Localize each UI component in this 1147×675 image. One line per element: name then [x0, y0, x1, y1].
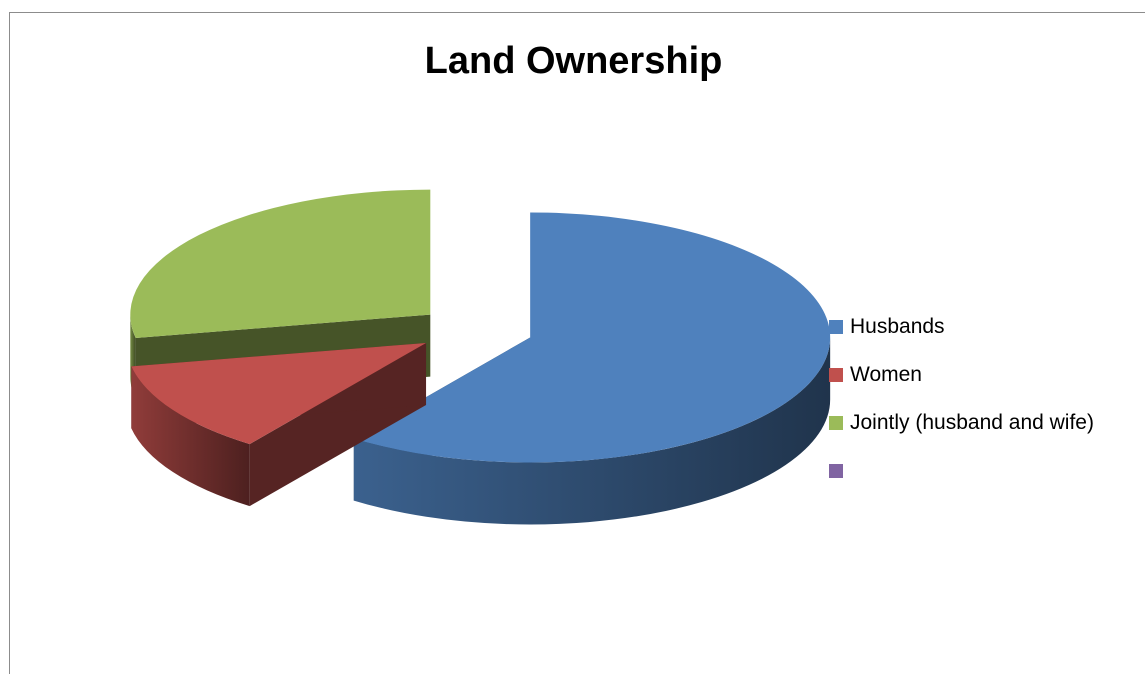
legend-item: Women	[829, 351, 1094, 399]
legend-swatch	[829, 368, 843, 382]
legend-swatch	[829, 464, 843, 478]
legend: Husbands Women Jointly (husband and wife)	[829, 303, 1094, 495]
pie-slice-top	[353, 212, 831, 463]
pie-slice-women	[131, 342, 427, 507]
legend-item: Jointly (husband and wife)	[829, 399, 1094, 447]
legend-label: Jointly (husband and wife)	[850, 411, 1094, 434]
legend-label: Husbands	[850, 315, 945, 338]
legend-item	[829, 447, 1094, 495]
pie-slice-top	[131, 342, 427, 445]
legend-swatch	[829, 320, 843, 334]
pie-slice-top	[130, 189, 431, 339]
pie-slice-side	[131, 366, 250, 507]
pie-slice-side	[353, 337, 831, 525]
pie-slice-husbands	[353, 212, 831, 525]
legend-swatch	[829, 416, 843, 430]
chart-title: Land Ownership	[424, 40, 723, 82]
legend-label: Women	[850, 363, 922, 386]
legend-item: Husbands	[829, 303, 1094, 351]
